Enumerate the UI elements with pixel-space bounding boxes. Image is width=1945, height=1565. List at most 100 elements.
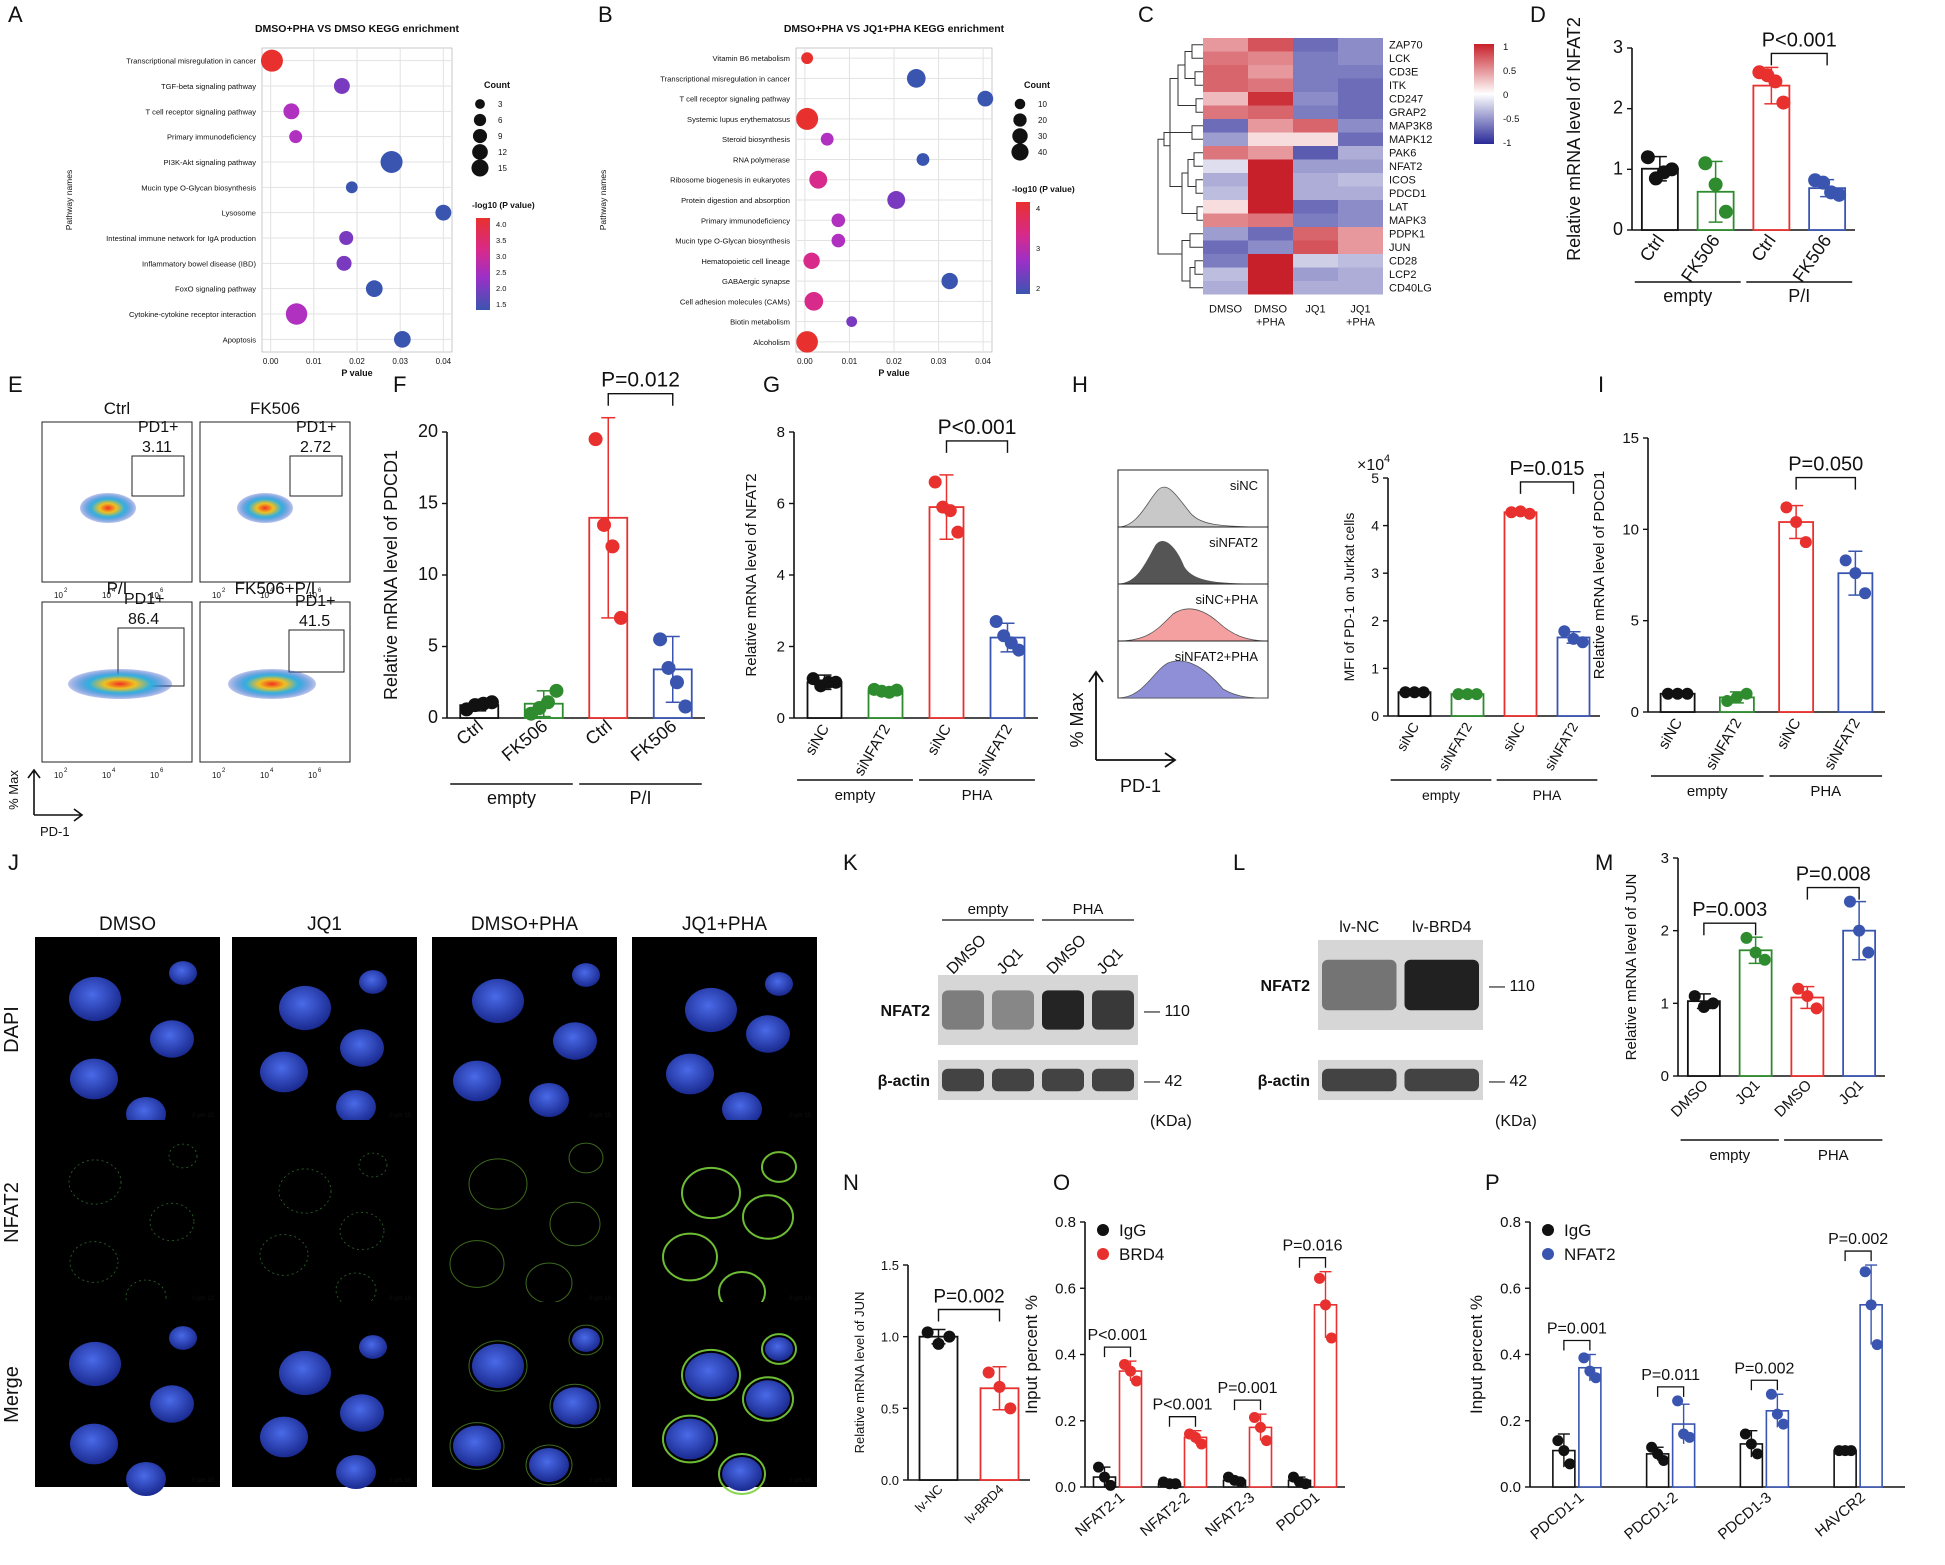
gate-label: PD1+: [296, 419, 336, 436]
heatmap-cell: [1338, 281, 1383, 295]
p-value-label: P<0.001: [1087, 1327, 1147, 1344]
size-legend-label: 9: [498, 132, 503, 141]
p-value-label: P=0.011: [1641, 1367, 1700, 1384]
nucleus: [169, 1326, 197, 1350]
significance-bracket: [1806, 886, 1860, 900]
data-point: [653, 632, 668, 647]
size-legend-label: 30: [1038, 132, 1047, 141]
x-tick-label: PDCD1-1: [1527, 1489, 1587, 1543]
y-tick-label: 0.4: [1055, 1347, 1076, 1364]
heatmap-cell: [1203, 132, 1248, 146]
x-tick-label: DMSO: [1668, 1077, 1712, 1121]
data-point: [977, 90, 994, 107]
data-point: [831, 213, 846, 228]
nucleus: [69, 976, 121, 1022]
protein-band: [942, 1068, 984, 1092]
bar: [1578, 1366, 1602, 1488]
size-legend-dot: [472, 144, 488, 160]
p-value-label: P=0.012: [601, 369, 680, 392]
data-point: [1320, 1299, 1331, 1311]
y-tick-label: 0.4: [1500, 1347, 1521, 1364]
size-legend-dot: [472, 128, 488, 144]
heatmap-cell: [1203, 281, 1248, 295]
data-point: [1776, 95, 1791, 110]
micrograph: [35, 1120, 220, 1305]
gene-label: MAPK3: [1389, 215, 1426, 227]
pathway-label: Hematopoietic cell lineage: [701, 257, 790, 266]
nucleus: [260, 1416, 308, 1458]
data-point: [1697, 1000, 1710, 1013]
nfat2-signal: [125, 1279, 167, 1315]
pathway-label: Primary immunodeficiency: [701, 216, 790, 225]
dendrogram: [1157, 44, 1203, 289]
y-tick-label: 0.5: [881, 1401, 899, 1416]
nfat2-signal: [681, 1166, 741, 1220]
chart-title: DMSO+PHA VS DMSO KEGG enrichment: [255, 23, 460, 35]
data-point: [1399, 686, 1412, 699]
size-legend-label: 12: [498, 148, 507, 157]
p-value-label: P=0.015: [1509, 458, 1584, 480]
y-tick-label: 1.5: [881, 1258, 899, 1273]
pathway-label: Transcriptional misregulation in cancer: [660, 74, 790, 83]
dendrogram-branch: [1193, 152, 1203, 167]
panel-d-bar-chart: 0 1 2 3 Relative mRNA level of NFAT2 Ctrl FK50…: [1564, 17, 1855, 306]
data-point: [1408, 686, 1421, 699]
x-tick-label: 10: [54, 591, 63, 600]
panel-g-bar-chart: 0 2 4 6 8 Relative mRNA level of NFAT2 siNC siN…: [743, 416, 1038, 804]
significance-bracket: [1750, 1379, 1779, 1391]
size-legend-label: 40: [1038, 148, 1047, 157]
group-label: empty: [835, 787, 876, 804]
bar: [918, 1335, 959, 1481]
lane-label: lv-BRD4: [1412, 919, 1472, 936]
pathway-label: PI3K-Akt signaling pathway: [164, 158, 257, 167]
nucleus: [666, 1053, 714, 1095]
y-tick-label: 2: [1661, 923, 1669, 940]
gene-label: NFAT2: [1389, 161, 1422, 173]
heatmap-cell: [1293, 78, 1338, 92]
y-tick-label: 0.8: [1055, 1214, 1076, 1231]
significance-bracket: [1298, 1257, 1327, 1268]
significance-bracket: [607, 393, 674, 406]
nfat2-signal: [761, 1333, 797, 1365]
lane-label: JQ1: [1094, 945, 1127, 978]
bar: [1556, 636, 1591, 717]
panel-letter-o: O: [1053, 1170, 1070, 1195]
panel-p-grouped-bar-chart: 0.0 0.2 0.4 0.6 0.8 Input percent % IgG NFAT2 PD…: [1467, 1214, 1905, 1543]
x-tick-label: lv-BRD4: [962, 1482, 1007, 1527]
data-point: [1751, 1448, 1763, 1460]
pathway-label: Inflammatory bowel disease (IBD): [142, 259, 256, 268]
scale-bar-label: 0 µm 10: [192, 1478, 214, 1484]
flow-density: [228, 669, 316, 699]
dendrogram-branch: [1177, 64, 1196, 106]
gene-label: PDCD1: [1389, 188, 1426, 200]
panel-letter-i: I: [1598, 372, 1604, 397]
panel-letters: A B C D E F G H I J K L M N O P: [8, 2, 1613, 1195]
significance-bracket: [937, 1308, 1001, 1322]
x-tick-label: 0.02: [349, 357, 365, 366]
data-point: [1093, 1461, 1104, 1473]
x-tick-label: JQ1: [1732, 1077, 1763, 1108]
data-point: [1125, 1365, 1136, 1377]
dendrogram-branch: [1157, 138, 1182, 255]
legend-label: BRD4: [1119, 1245, 1164, 1264]
heatmap-cell: [1338, 240, 1383, 254]
nfat2-signal: [742, 1194, 794, 1240]
data-point: [336, 255, 352, 271]
y-axis-label: Relative mRNA level of PDCD1: [381, 450, 401, 700]
legend-marker: [1097, 1224, 1109, 1236]
nucleus: [572, 1328, 600, 1352]
x-tick-label: Ctrl: [453, 716, 487, 749]
y-tick-label: 3: [1661, 850, 1669, 867]
colorbar: [1474, 44, 1494, 144]
panel-b-kegg-dotplot: 0.00 0.01 0.02 0.03 0.04 Vitamin B6 metabolis…: [598, 23, 1075, 378]
scale-bar-label: 0 µm 10: [589, 1113, 611, 1119]
heatmap-cell: [1203, 65, 1248, 79]
y-tick-label: 0.6: [1500, 1280, 1521, 1297]
nucleus: [359, 1335, 387, 1359]
x-tick-label: 0.00: [263, 357, 279, 366]
size-legend-dot: [1014, 98, 1026, 110]
group-label: empty: [1422, 787, 1460, 803]
heatmap-cell: [1338, 132, 1383, 146]
mw-marker: — 110: [1144, 1003, 1190, 1020]
nucleus: [553, 1387, 597, 1425]
